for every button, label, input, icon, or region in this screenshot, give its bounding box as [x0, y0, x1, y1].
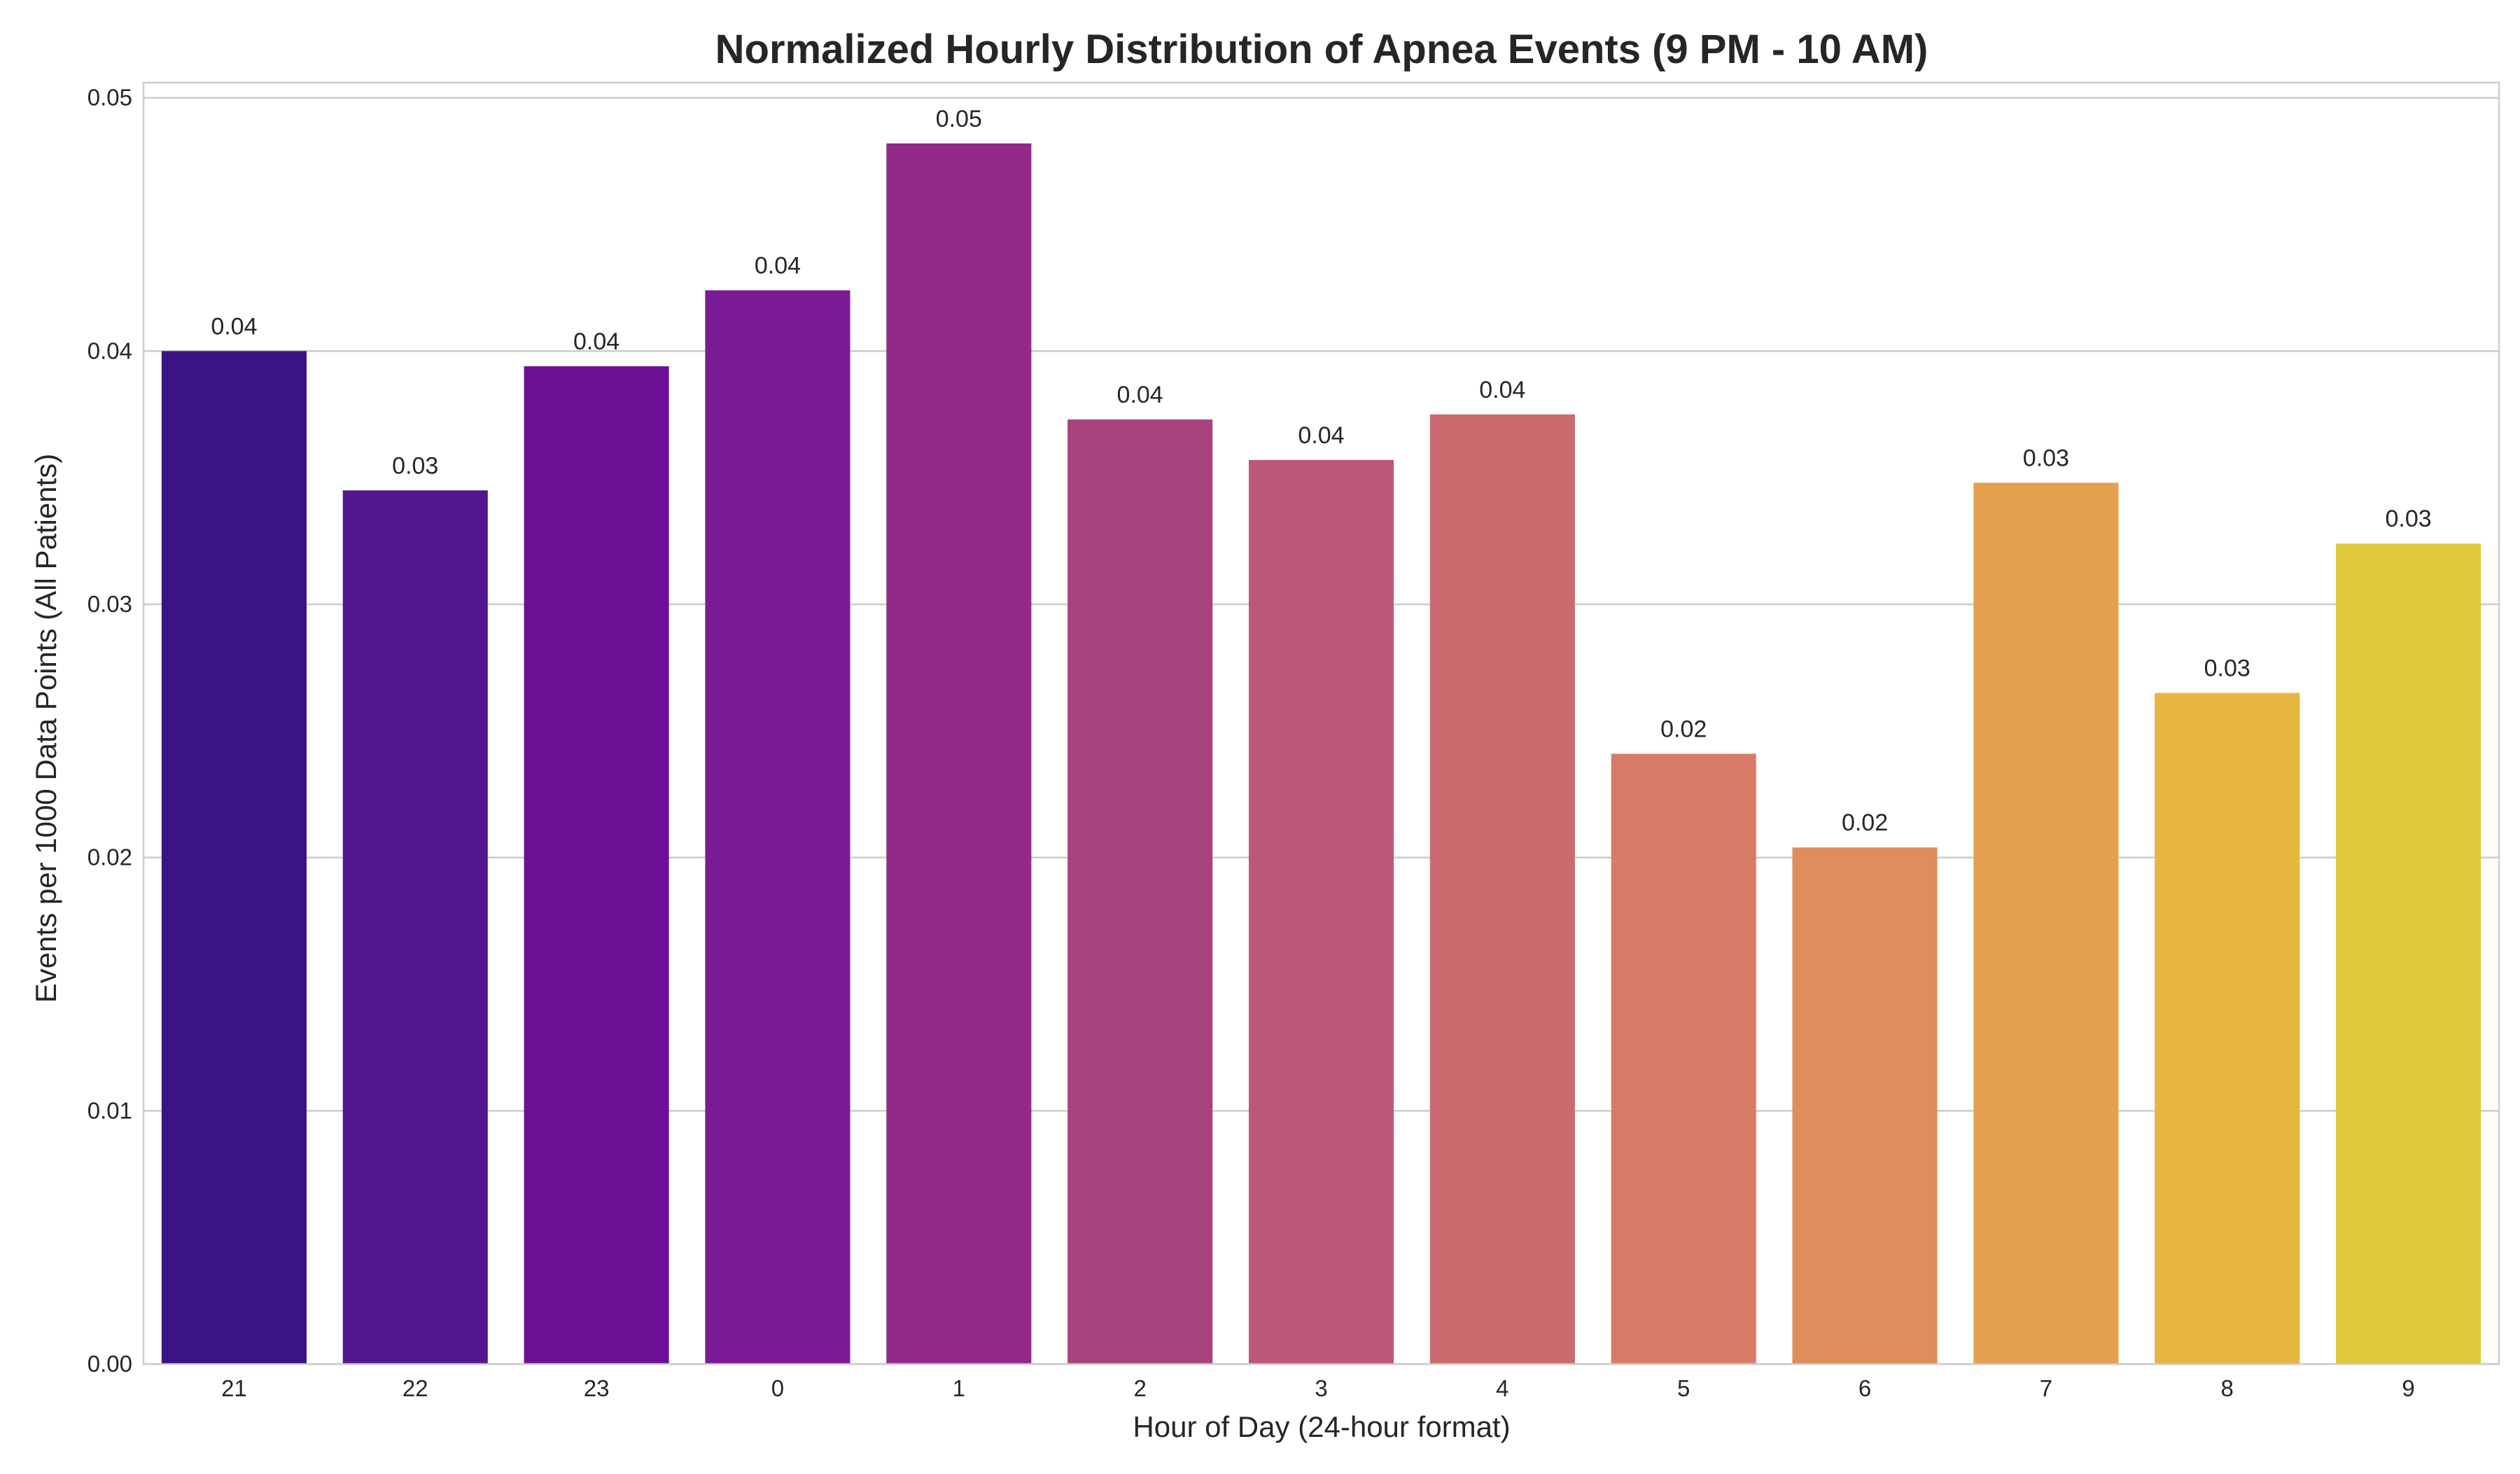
x-tick-label: 6	[1858, 1375, 1871, 1401]
bar-value-label: 0.03	[392, 452, 438, 479]
bar-hour-5	[1611, 753, 1756, 1364]
bar-value-label: 0.04	[573, 328, 620, 355]
bar-value-label: 0.03	[2204, 655, 2250, 682]
bar-value-label: 0.03	[2023, 445, 2069, 471]
x-tick-label: 5	[1677, 1375, 1690, 1401]
bar-value-label: 0.02	[1842, 809, 1888, 836]
bar-hour-8	[2155, 693, 2300, 1364]
bar-hour-7	[1973, 482, 2119, 1365]
x-axis-label: Hour of Day (24-hour format)	[1133, 1410, 1510, 1443]
bar-value-label: 0.05	[936, 106, 982, 132]
x-tick-label: 21	[221, 1375, 247, 1401]
x-tick-label: 22	[402, 1375, 428, 1401]
bar-value-label: 0.02	[1660, 716, 1707, 742]
bar-hour-2	[1068, 419, 1213, 1364]
bar-value-label: 0.04	[1117, 382, 1163, 408]
y-axis-label: Events per 1000 Data Points (All Patient…	[29, 454, 62, 1003]
x-tick-label: 4	[1496, 1375, 1508, 1401]
x-tick-label: 2	[1133, 1375, 1146, 1401]
y-tick-label: 0.03	[88, 591, 132, 617]
bar-value-label: 0.04	[1298, 422, 1344, 449]
bar-hour-4	[1429, 414, 1575, 1365]
bar-value-labels: 0.04 0.03 0.04 0.04 0.05 0.04 0.04 0.04 0.02 0.02…	[211, 106, 2431, 836]
bar-value-label: 0.03	[2385, 506, 2431, 532]
y-tick-label: 0.04	[88, 338, 132, 363]
y-tick-label: 0.05	[88, 85, 132, 111]
y-tick-labels: 0.00 0.01 0.02 0.03 0.04 0.05	[88, 85, 132, 1377]
chart-title: Normalized Hourly Distribution of Apnea …	[715, 27, 1928, 72]
bar-hour-22	[342, 490, 488, 1364]
x-tick-label: 1	[953, 1375, 965, 1401]
y-tick-label: 0.02	[88, 844, 132, 870]
x-tick-label: 0	[771, 1375, 784, 1401]
x-tick-label: 3	[1315, 1375, 1327, 1401]
bar-hour-9	[2336, 543, 2482, 1364]
bar-value-label: 0.04	[755, 253, 801, 279]
x-tick-label: 7	[2040, 1375, 2052, 1401]
bar-value-label: 0.04	[1479, 377, 1525, 403]
bar-value-label: 0.04	[211, 313, 257, 340]
bars	[161, 143, 2482, 1365]
x-tick-label: 9	[2402, 1375, 2414, 1401]
y-tick-label: 0.00	[88, 1351, 132, 1377]
x-tick-label: 8	[2221, 1375, 2234, 1401]
bar-hour-3	[1248, 459, 1394, 1364]
bar-hour-23	[524, 366, 669, 1364]
bar-hour-0	[705, 290, 850, 1364]
bar-hour-1	[886, 143, 1032, 1364]
bar-hour-6	[1792, 847, 1938, 1364]
axes-frame	[142, 81, 2500, 1365]
x-tick-labels: 21 22 23 0 1 2 3 4 5 6 7 8 9	[221, 1375, 2415, 1401]
x-tick-label: 23	[584, 1375, 610, 1401]
bar-hour-21	[161, 351, 307, 1365]
y-tick-label: 0.01	[88, 1097, 132, 1123]
